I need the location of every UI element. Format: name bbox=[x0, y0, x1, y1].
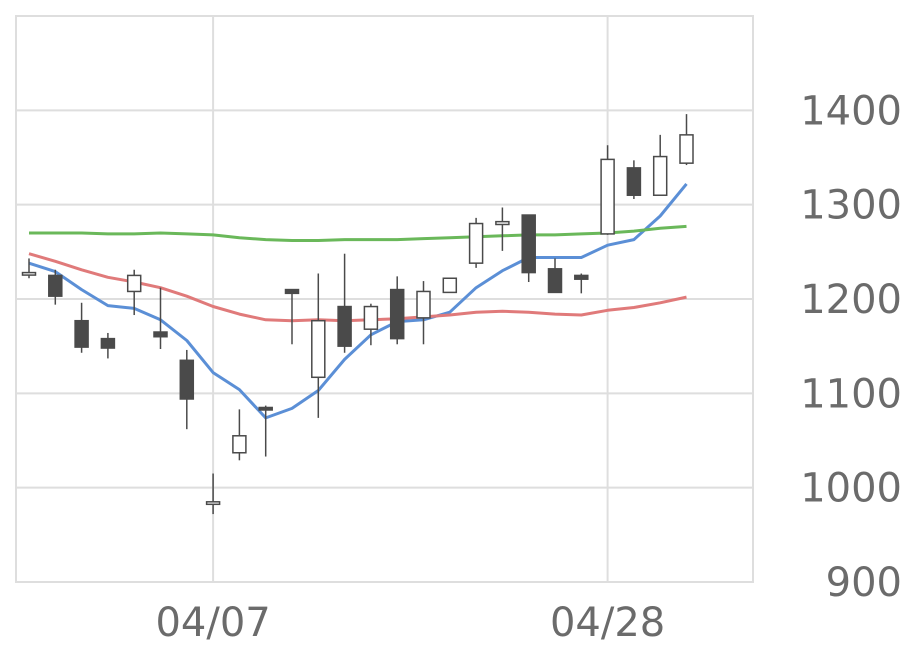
candle bbox=[652, 134, 668, 196]
candle bbox=[258, 405, 273, 457]
candle-body bbox=[21, 271, 37, 276]
candle bbox=[205, 473, 221, 515]
y-axis-ticks: 900 1000 1100 1200 1300 1400 bbox=[800, 88, 902, 606]
candle-body bbox=[48, 274, 63, 297]
candle-body bbox=[284, 288, 300, 295]
candle-body bbox=[232, 435, 247, 454]
candlesticks bbox=[21, 114, 694, 515]
candle-body bbox=[574, 274, 589, 280]
candle bbox=[574, 273, 589, 294]
candle bbox=[389, 276, 405, 345]
y-tick-label: 1200 bbox=[800, 277, 902, 323]
x-tick-label: 04/28 bbox=[550, 600, 665, 646]
x-tick-label: 04/07 bbox=[155, 600, 270, 646]
candle bbox=[179, 349, 195, 430]
candle bbox=[547, 258, 563, 294]
candle bbox=[21, 258, 37, 279]
candle-body bbox=[258, 406, 273, 411]
candle bbox=[74, 302, 89, 353]
candle-body bbox=[205, 501, 221, 506]
candle bbox=[626, 160, 642, 200]
candle-body bbox=[521, 214, 536, 274]
candle-body bbox=[337, 305, 352, 347]
candle-body bbox=[679, 134, 694, 164]
candle-body bbox=[179, 359, 195, 400]
y-tick-label: 1400 bbox=[800, 88, 902, 134]
candle bbox=[521, 214, 536, 283]
candle bbox=[284, 288, 300, 345]
candle-body bbox=[468, 222, 484, 264]
candle-body bbox=[442, 277, 458, 294]
candle bbox=[48, 269, 63, 305]
candle bbox=[600, 145, 615, 235]
candle bbox=[416, 281, 431, 345]
candle-body bbox=[416, 290, 431, 319]
y-tick-label: 900 bbox=[826, 560, 902, 606]
candle bbox=[495, 207, 510, 251]
candle-body bbox=[100, 337, 116, 349]
candle-body bbox=[600, 158, 615, 235]
y-tick-label: 1000 bbox=[800, 466, 902, 512]
moving-average-line-1 bbox=[28, 182, 688, 420]
y-tick-label: 1300 bbox=[800, 183, 902, 229]
candle bbox=[126, 269, 142, 316]
candle-body bbox=[389, 288, 405, 340]
candle-body bbox=[547, 268, 563, 294]
candle bbox=[100, 332, 116, 359]
candle bbox=[442, 277, 458, 294]
x-axis-ticks: 04/07 04/28 bbox=[155, 600, 665, 646]
candle-body bbox=[126, 274, 142, 293]
candle-body bbox=[363, 305, 379, 330]
candle bbox=[311, 273, 326, 418]
candle bbox=[679, 114, 694, 166]
candle-body bbox=[626, 167, 642, 196]
candle-body bbox=[311, 319, 326, 379]
candle bbox=[363, 303, 379, 346]
plot-frame bbox=[15, 15, 754, 583]
candle bbox=[232, 409, 247, 461]
grid-lines bbox=[16, 16, 753, 582]
candle bbox=[337, 253, 352, 353]
moving-average-line-3 bbox=[29, 224, 687, 242]
candle-body bbox=[652, 155, 668, 196]
candle-body bbox=[153, 331, 168, 338]
y-tick-label: 1100 bbox=[800, 371, 902, 417]
candle-body bbox=[74, 319, 89, 348]
candle bbox=[468, 217, 484, 268]
candle-body bbox=[495, 220, 510, 226]
candle bbox=[153, 287, 168, 349]
